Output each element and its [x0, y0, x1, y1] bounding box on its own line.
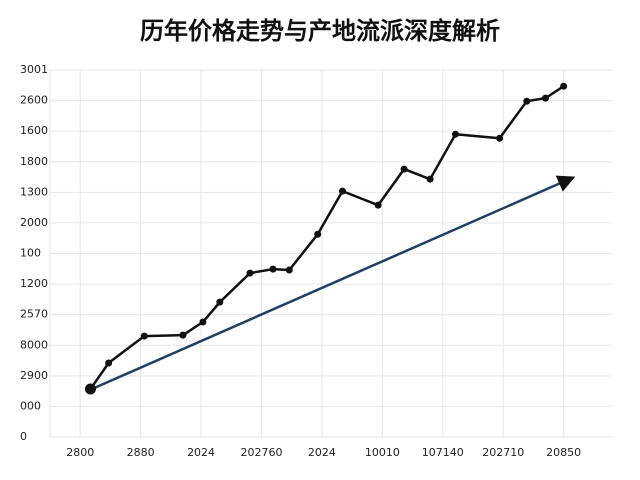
y-tick-label: 2000 — [20, 216, 48, 229]
x-tick-label: 10010 — [365, 446, 400, 459]
x-tick-label: 202760 — [241, 446, 283, 459]
y-tick-label: 1300 — [20, 185, 48, 198]
chart-title: 历年价格走势与产地流派深度解析 — [140, 17, 500, 45]
x-tick-label: 2024 — [187, 446, 215, 459]
x-tick-label: 107140 — [422, 446, 464, 459]
point — [314, 230, 322, 238]
y-tick-label: 0 — [20, 430, 27, 443]
point — [374, 201, 382, 209]
point — [496, 134, 504, 142]
y-tick-label: 3001 — [20, 63, 48, 76]
x-tick-label: 2024 — [308, 446, 336, 459]
x-tick-label: 202710 — [482, 446, 524, 459]
y-tick-label: 000 — [20, 399, 41, 412]
point — [560, 82, 568, 90]
point — [216, 298, 224, 306]
y-tick-label: 1800 — [20, 155, 48, 168]
point — [246, 269, 254, 277]
point — [105, 359, 113, 367]
point — [269, 265, 277, 273]
y-tick-label: 1600 — [20, 124, 48, 137]
point — [426, 175, 434, 183]
point — [400, 165, 408, 173]
x-tick-label: 2880 — [127, 446, 155, 459]
y-tick-label: 2570 — [20, 308, 48, 321]
point — [451, 130, 459, 138]
x-tick-label: 2800 — [66, 446, 94, 459]
y-tick-label: 2900 — [20, 369, 48, 382]
y-tick-label: 2600 — [20, 94, 48, 107]
point — [285, 266, 293, 274]
point — [338, 187, 346, 195]
point — [199, 318, 207, 326]
point — [179, 331, 187, 339]
trend-arrow — [91, 175, 576, 391]
x-tick-label: 20850 — [546, 446, 581, 459]
y-tick-label: 100 — [20, 247, 41, 260]
y-tick-label: 8000 — [20, 338, 48, 351]
point — [523, 97, 531, 105]
point — [84, 383, 96, 395]
y-tick-label: 1200 — [20, 277, 48, 290]
point — [542, 94, 550, 102]
point — [140, 332, 148, 340]
